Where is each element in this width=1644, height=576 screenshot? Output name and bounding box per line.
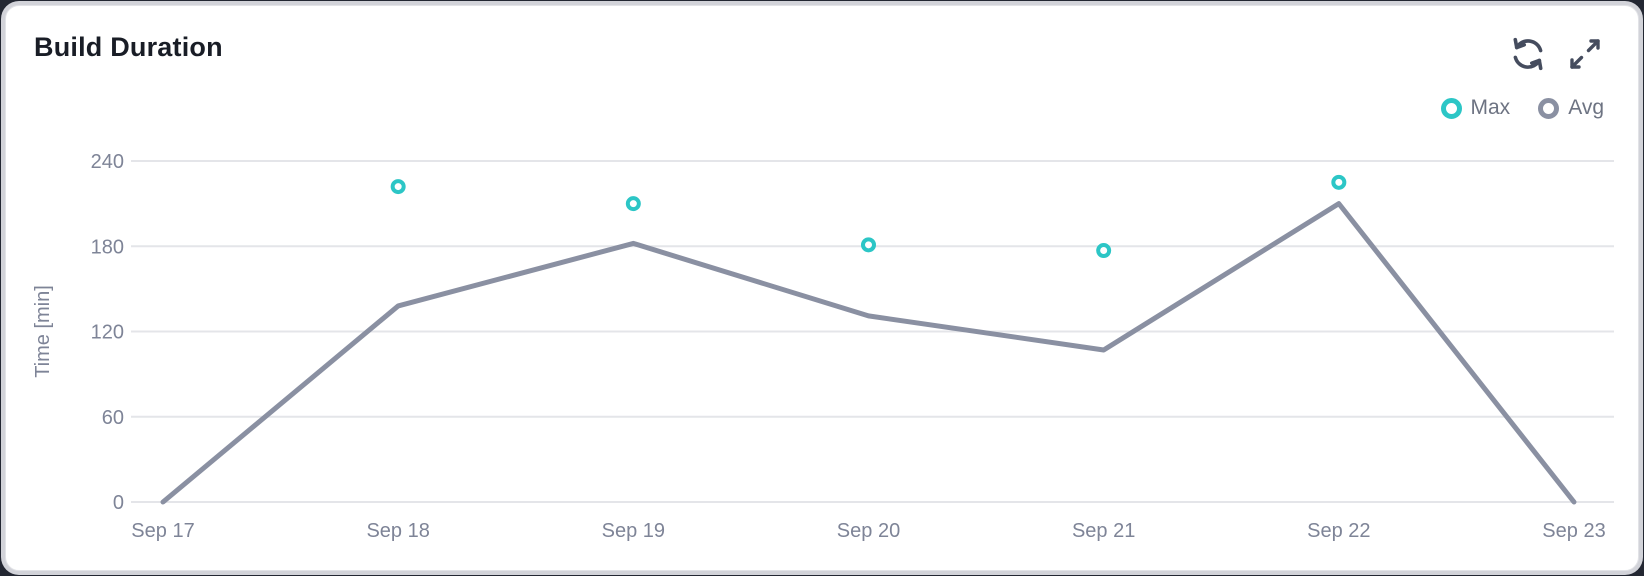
y-axis-label: Time [min] [32, 285, 54, 378]
legend-item-avg[interactable]: Avg [1538, 96, 1604, 120]
refresh-button[interactable] [1508, 34, 1548, 74]
avg-line [160, 201, 1577, 505]
x-tick-label: Sep 17 [131, 520, 194, 542]
max-series-marker-icon [1440, 97, 1462, 119]
expand-button[interactable] [1568, 37, 1602, 71]
chart-legend: Max Avg [1440, 96, 1604, 120]
y-tick-label: 180 [91, 236, 124, 258]
max-point[interactable] [1096, 243, 1112, 259]
y-tick-label: 240 [91, 151, 124, 173]
chart-canvas[interactable]: 0 60 120 180 240 Time [min] Sep 17 Sep 18 Sep 19… [6, 6, 1640, 572]
x-tick-label: Sep 19 [602, 520, 665, 542]
x-tick-label: Sep 21 [1072, 520, 1135, 542]
x-tick-label: Sep 22 [1307, 520, 1370, 542]
max-point[interactable] [390, 179, 406, 195]
max-point[interactable] [1331, 174, 1347, 190]
y-tick-label: 120 [91, 322, 124, 344]
card-toolbar [1508, 34, 1602, 74]
legend-label-max: Max [1470, 96, 1511, 119]
refresh-icon [1513, 37, 1543, 71]
avg-series-marker-icon [1538, 97, 1560, 119]
x-tick-label: Sep 23 [1542, 520, 1605, 542]
x-tick-label: Sep 18 [366, 520, 429, 542]
max-point[interactable] [861, 237, 876, 253]
x-tick-label: Sep 20 [837, 520, 900, 542]
page-title: Build Duration [34, 32, 223, 62]
y-tick-label: 60 [102, 407, 124, 429]
expand-icon [1570, 39, 1600, 69]
legend-label-avg: Avg [1568, 96, 1604, 119]
max-point[interactable] [625, 196, 641, 212]
build-duration-card: Build Duration Max Avg [5, 5, 1639, 571]
legend-item-max[interactable]: Max [1440, 96, 1511, 120]
y-tick-label: 0 [113, 492, 124, 514]
